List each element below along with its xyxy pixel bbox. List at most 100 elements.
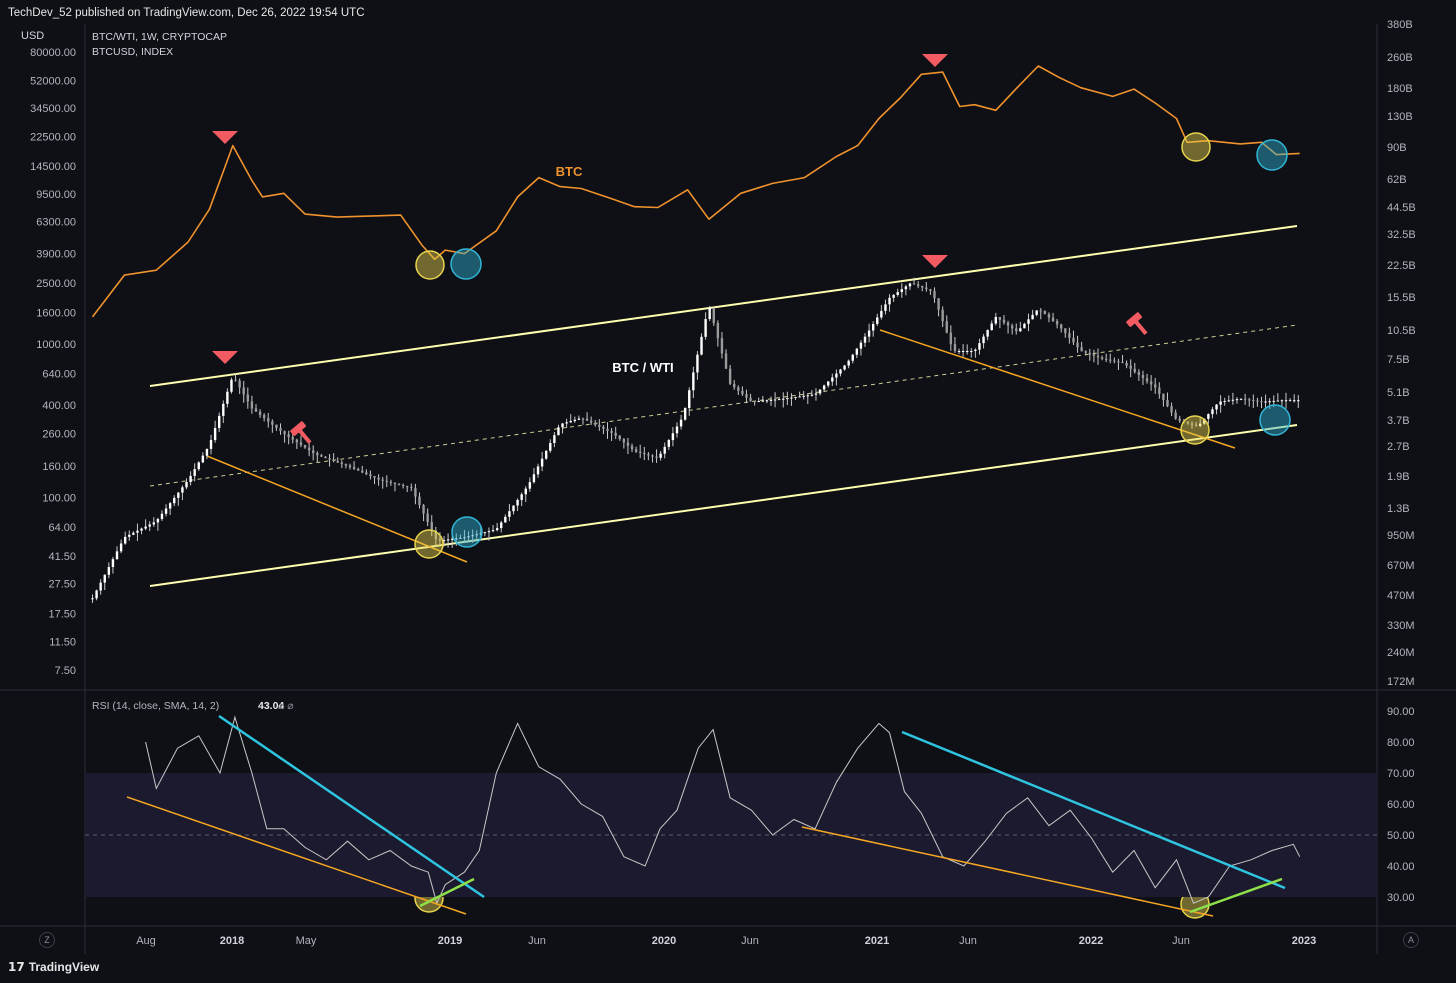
- candle-body: [209, 440, 213, 449]
- candle-body: [1051, 317, 1055, 321]
- candle-body: [1145, 378, 1149, 382]
- candle-body: [561, 423, 564, 428]
- candle-body: [128, 534, 131, 537]
- candle-body: [1096, 355, 1100, 358]
- candle-body: [1129, 365, 1132, 369]
- candle-body: [802, 395, 805, 397]
- candle-body: [1194, 424, 1198, 426]
- candle-body: [769, 399, 773, 401]
- candle-body: [798, 396, 801, 398]
- candle-body: [164, 508, 168, 514]
- candle-body: [1121, 362, 1124, 364]
- candle-body: [773, 399, 777, 401]
- candle-body: [1243, 398, 1247, 400]
- left-axis-tick-label: 1600.00: [36, 308, 76, 320]
- left-axis-tick-label: 3900.00: [36, 248, 76, 260]
- candle-body: [504, 516, 507, 523]
- candle-body: [594, 422, 597, 425]
- candle-body: [994, 316, 998, 324]
- bottom-circle-marker: [415, 250, 445, 280]
- rsi-axis-tick-label: 40.00: [1387, 861, 1415, 873]
- candle-body: [1035, 310, 1038, 315]
- candle-body: [258, 411, 262, 415]
- candle-body: [369, 474, 372, 477]
- candle-body: [107, 566, 111, 575]
- candle-body: [794, 396, 797, 398]
- breakout-circle-marker: [1259, 404, 1291, 436]
- candle-body: [757, 401, 760, 403]
- btc-price-line: [91, 65, 1300, 318]
- candle-body: [524, 488, 527, 495]
- candle-body: [1137, 371, 1141, 376]
- zoom-reset-button[interactable]: Z: [39, 932, 55, 948]
- right-axis-tick-label: 380B: [1387, 19, 1413, 31]
- right-axis-tick-label: 950M: [1387, 530, 1415, 542]
- left-axis-tick-label: 27.50: [48, 578, 76, 590]
- rsi-axis-tick-label: 30.00: [1387, 892, 1415, 904]
- candle-body: [1080, 347, 1083, 352]
- candle-body: [340, 462, 344, 465]
- candle-body: [532, 474, 536, 483]
- left-axis-tick-label: 9500.00: [36, 189, 76, 201]
- candle-body: [226, 391, 229, 404]
- candle-body: [549, 442, 552, 451]
- candle-body: [1149, 381, 1153, 385]
- channel-upper-line: [149, 225, 1298, 387]
- candle-body: [1223, 400, 1226, 402]
- right-axis-tick-label: 172M: [1387, 676, 1415, 688]
- btc-wti-candles: [91, 277, 1300, 603]
- symbol-legend-2[interactable]: BTCUSD, INDEX: [92, 46, 174, 58]
- candle-body: [99, 582, 102, 591]
- candle-body: [720, 338, 724, 354]
- candle-body: [254, 408, 258, 412]
- candle-body: [961, 351, 965, 353]
- candle-body: [565, 422, 568, 424]
- candle-body: [896, 292, 899, 295]
- candle-body: [463, 537, 466, 539]
- candle-body: [238, 380, 241, 388]
- candle-body: [361, 470, 364, 473]
- candle-body: [655, 456, 658, 458]
- candle-body: [643, 452, 646, 455]
- tradingview-brand[interactable]: 17 TradingView: [8, 960, 99, 974]
- candle-body: [136, 530, 139, 533]
- candle-body: [91, 598, 94, 600]
- candle-body: [1268, 401, 1271, 403]
- candle-body: [222, 403, 225, 416]
- rsi-axis-tick-label: 70.00: [1387, 768, 1415, 780]
- candle-body: [777, 399, 781, 401]
- candle-body: [647, 454, 650, 456]
- candle-body: [320, 455, 323, 457]
- candle-body: [168, 503, 172, 509]
- candle-body: [610, 430, 613, 433]
- symbol-legend-1[interactable]: BTC/WTI, 1W, CRYPTOCAP: [92, 31, 227, 43]
- publish-header: TechDev_52 published on TradingView.com,…: [8, 7, 365, 19]
- candle-body: [712, 307, 715, 324]
- tradingview-logo-icon: 17: [8, 960, 25, 974]
- top-marker-icon: [212, 131, 238, 144]
- right-axis-tick-label: 10.5B: [1387, 325, 1416, 337]
- candle-body: [279, 427, 282, 432]
- auto-scale-button[interactable]: A: [1403, 932, 1419, 948]
- hammer-handle: [1134, 320, 1148, 336]
- candle-body: [675, 426, 679, 434]
- candle-body: [1141, 375, 1145, 379]
- left-axis-tick-label: 11.50: [49, 637, 76, 649]
- hammer-handle: [298, 429, 312, 445]
- right-axis-tick-label: 15.5B: [1387, 292, 1416, 304]
- candle-body: [1117, 361, 1120, 363]
- candle-body: [495, 528, 499, 531]
- candle-body: [132, 532, 135, 535]
- candle-body: [467, 536, 470, 538]
- candle-body: [271, 421, 274, 425]
- rsi-title: RSI (14, close, SMA, 14, 2): [92, 700, 219, 712]
- left-axis-tick-label: 41.50: [48, 551, 76, 563]
- candle-body: [1043, 310, 1047, 315]
- candle-body: [483, 532, 487, 534]
- candle-body: [974, 349, 977, 352]
- candle-body: [737, 387, 740, 391]
- candle-body: [761, 400, 765, 402]
- candle-body: [855, 348, 859, 355]
